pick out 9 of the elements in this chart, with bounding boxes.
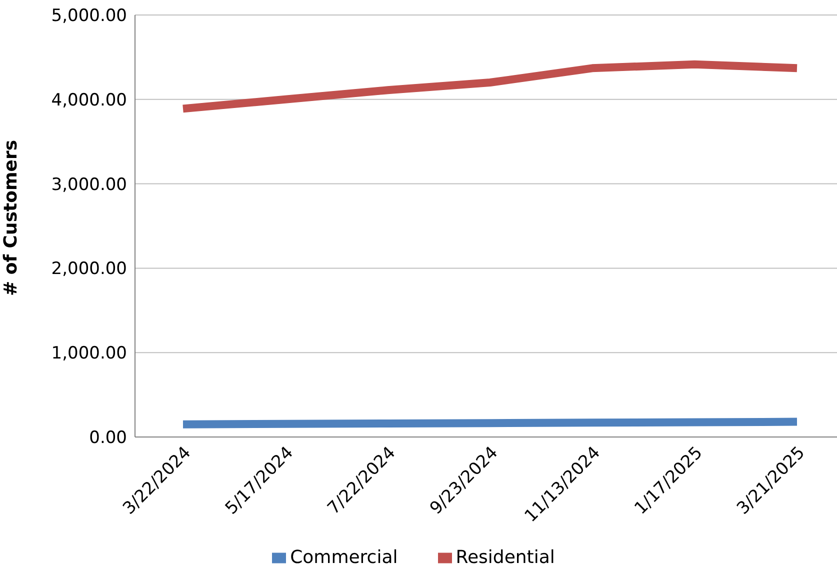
y-tick-label: 2,000.00 [51,259,127,280]
y-axis-title: # of Customers [0,140,22,296]
legend-label: Residential [456,547,555,568]
y-tick-label: 3,000.00 [51,174,127,195]
legend-label: Commercial [290,547,398,568]
y-tick-label: 4,000.00 [51,90,127,110]
y-tick-label: 5,000.00 [51,6,127,26]
y-tick-label: 0.00 [89,428,127,448]
y-tick-label: 1,000.00 [51,344,127,364]
